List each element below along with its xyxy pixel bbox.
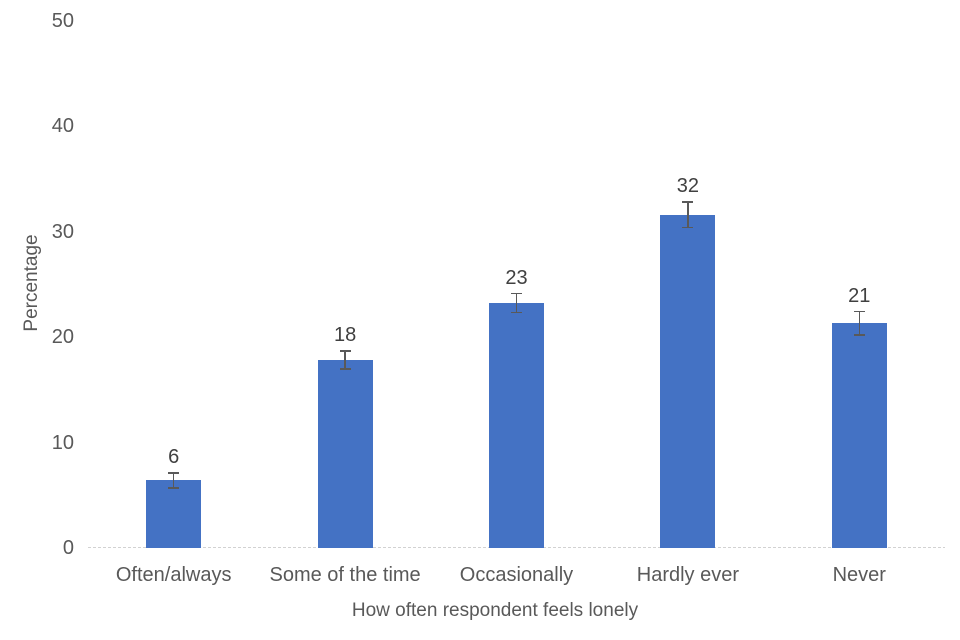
bar-often-always <box>146 480 202 548</box>
error-bar-line <box>858 311 861 335</box>
error-bar-cap <box>168 472 180 474</box>
data-label: 32 <box>676 174 700 197</box>
x-category-label: Often/always <box>115 564 232 586</box>
error-bar-cap <box>511 292 522 295</box>
error-bar-cap <box>168 487 180 489</box>
error-bar-cap <box>511 311 522 314</box>
error-bar-line <box>172 473 175 488</box>
error-bar-cap <box>853 334 865 336</box>
y-axis-title: Percentage <box>21 234 42 332</box>
y-tick-label: 50 <box>51 9 74 32</box>
data-label: 21 <box>848 284 871 307</box>
error-bar-line <box>344 351 346 370</box>
x-category-label: Hardly ever <box>636 564 740 586</box>
x-category-label: Never <box>832 564 886 586</box>
plot-area: 6 18 23 32 21 <box>88 0 945 548</box>
bar-some-of-the-time <box>317 360 373 548</box>
data-label: 18 <box>333 324 357 347</box>
error-bar-cap <box>339 368 351 370</box>
x-axis-title: How often respondent feels lonely <box>351 600 639 621</box>
error-bar-cap <box>682 226 694 229</box>
bar-never <box>831 323 887 548</box>
y-tick-label: 30 <box>51 220 74 243</box>
error-bar-cap <box>339 350 351 352</box>
bar-hardly-ever <box>660 214 716 548</box>
data-label: 6 <box>168 446 180 469</box>
error-bar-line <box>687 201 689 228</box>
y-tick-label: 40 <box>51 115 74 137</box>
error-bar-line <box>515 293 518 313</box>
x-category-label: Some of the time <box>269 564 421 586</box>
error-bar-cap <box>853 310 865 313</box>
bar-occasionally <box>489 303 544 548</box>
error-bar-cap <box>682 201 694 203</box>
x-category-label: Occasionally <box>459 564 574 586</box>
data-label: 23 <box>505 266 528 289</box>
y-tick-label: 20 <box>51 326 74 348</box>
y-tick-label: 0 <box>62 537 74 559</box>
y-tick-label: 10 <box>51 431 74 454</box>
